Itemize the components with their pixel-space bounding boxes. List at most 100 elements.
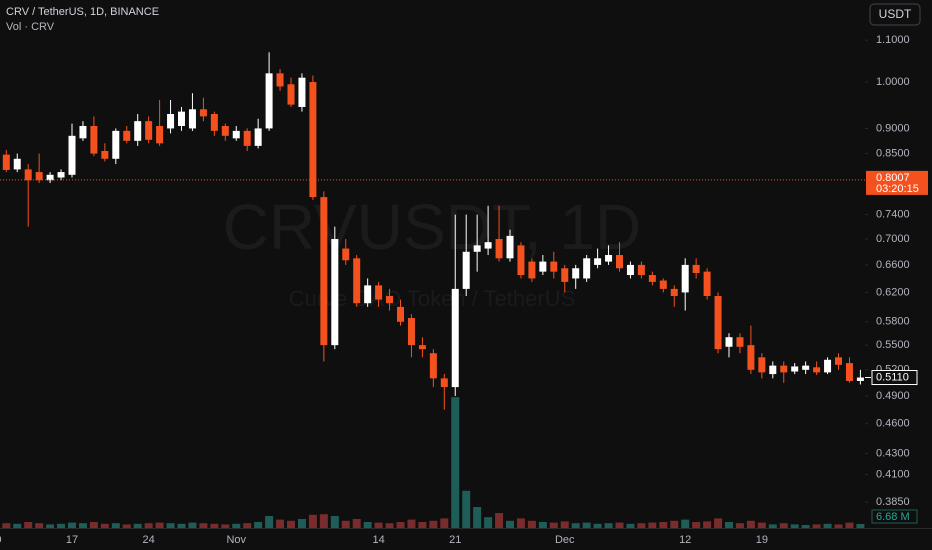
plot	[2, 52, 865, 528]
volume-bar	[571, 523, 580, 528]
volume-bar	[506, 520, 514, 528]
volume-bar	[418, 522, 427, 528]
candle-body	[287, 84, 295, 105]
symbol-title: CRV / TetherUS, 1D, BINANCE	[6, 6, 159, 18]
candle-body	[232, 130, 240, 139]
x-tick-label: 21	[449, 534, 461, 546]
volume-bar	[648, 522, 657, 528]
y-tick-label: 0.6600	[876, 259, 910, 271]
candle-body	[637, 264, 645, 276]
volume-bar	[243, 523, 252, 528]
candle-body	[802, 365, 810, 370]
candle-body	[199, 109, 207, 117]
volume-bar	[746, 520, 755, 528]
volume-bar	[144, 523, 153, 528]
candle-body	[90, 125, 98, 154]
candle-body	[769, 365, 777, 375]
volume-bar	[111, 523, 120, 528]
y-tick-label: 0.4100	[876, 468, 910, 480]
volume-bar	[725, 522, 733, 528]
candle-body	[178, 111, 185, 126]
candle-body	[659, 280, 667, 289]
candle-body	[254, 128, 262, 146]
candle-body	[353, 258, 361, 304]
countdown: 03:20:15	[876, 183, 919, 195]
volume-bar	[549, 522, 558, 528]
volume-bar	[593, 523, 602, 528]
candle-body	[813, 367, 821, 373]
volume-bar	[330, 516, 339, 528]
volume-bar	[363, 522, 372, 528]
volume-bar	[407, 519, 416, 528]
candle-body	[506, 235, 514, 259]
candle-body	[681, 264, 689, 293]
volume-bar	[68, 522, 76, 528]
candle-body	[134, 121, 142, 141]
currency-button[interactable]	[869, 3, 921, 26]
candle-body	[714, 295, 722, 350]
volume-bar	[78, 523, 87, 528]
y-tick-label: 0.4600	[876, 418, 910, 430]
volume-bar	[374, 522, 383, 528]
volume-bar	[462, 490, 471, 528]
candle-body	[309, 82, 317, 198]
candle-body	[835, 357, 842, 365]
volume-bar	[232, 523, 241, 528]
volume-bar	[615, 522, 624, 528]
price-line-label-bg	[866, 170, 928, 195]
candle-body	[736, 337, 744, 347]
volume-bar	[166, 523, 175, 528]
volume-bar	[297, 519, 306, 528]
volume-bar	[287, 520, 295, 528]
currency-button-label[interactable]: USDT	[879, 7, 912, 21]
volume-bar	[812, 524, 821, 528]
volume-bar	[735, 523, 744, 528]
volume-bar	[210, 523, 219, 528]
volume-bar	[779, 523, 788, 528]
candle-body	[703, 271, 711, 296]
candle-body	[364, 285, 372, 304]
volume-bar	[89, 522, 98, 528]
candle-body	[112, 130, 120, 159]
candle-body	[517, 245, 525, 276]
volume-bar	[100, 523, 109, 528]
volume-bar	[133, 523, 142, 528]
volume-bar	[57, 523, 66, 528]
candle-body	[386, 295, 394, 304]
candle-body	[243, 130, 251, 146]
volume-bar	[582, 522, 591, 528]
y-tick-label: 0.7000	[876, 233, 910, 245]
volume-bar	[790, 524, 799, 528]
volume-bar	[604, 523, 613, 528]
candle-body	[331, 239, 339, 346]
y-tick-label: 0.4900	[876, 390, 910, 402]
volume-bar	[265, 516, 274, 528]
volume-bar	[484, 517, 493, 528]
volume-bar	[24, 522, 33, 528]
last-price-bg	[871, 370, 918, 386]
volume-bar	[692, 522, 701, 528]
volume-bar	[516, 518, 525, 528]
candle-body	[375, 285, 383, 300]
candle-body	[626, 264, 634, 276]
volume-bar	[670, 520, 679, 528]
candle-body	[616, 255, 623, 269]
x-tick-label: 10	[0, 534, 1, 546]
volume-bar	[352, 519, 361, 528]
volume-bar	[538, 522, 547, 528]
volume-bar	[768, 524, 777, 528]
candle-body	[188, 109, 196, 129]
volume-bar	[276, 519, 285, 528]
candle-body	[156, 125, 164, 144]
candle-body	[429, 353, 437, 379]
x-tick-label: 17	[66, 534, 78, 546]
watermark: CRVUSDT, 1D Curve DAO Token / TetherUS	[223, 191, 641, 311]
candle-body	[123, 130, 131, 141]
candle-body	[418, 345, 426, 350]
candle-body	[68, 135, 76, 175]
candle-body	[725, 337, 733, 347]
candle-body	[320, 197, 328, 346]
candle-body	[824, 359, 832, 373]
volume-legend: Vol · CRV	[6, 21, 55, 33]
